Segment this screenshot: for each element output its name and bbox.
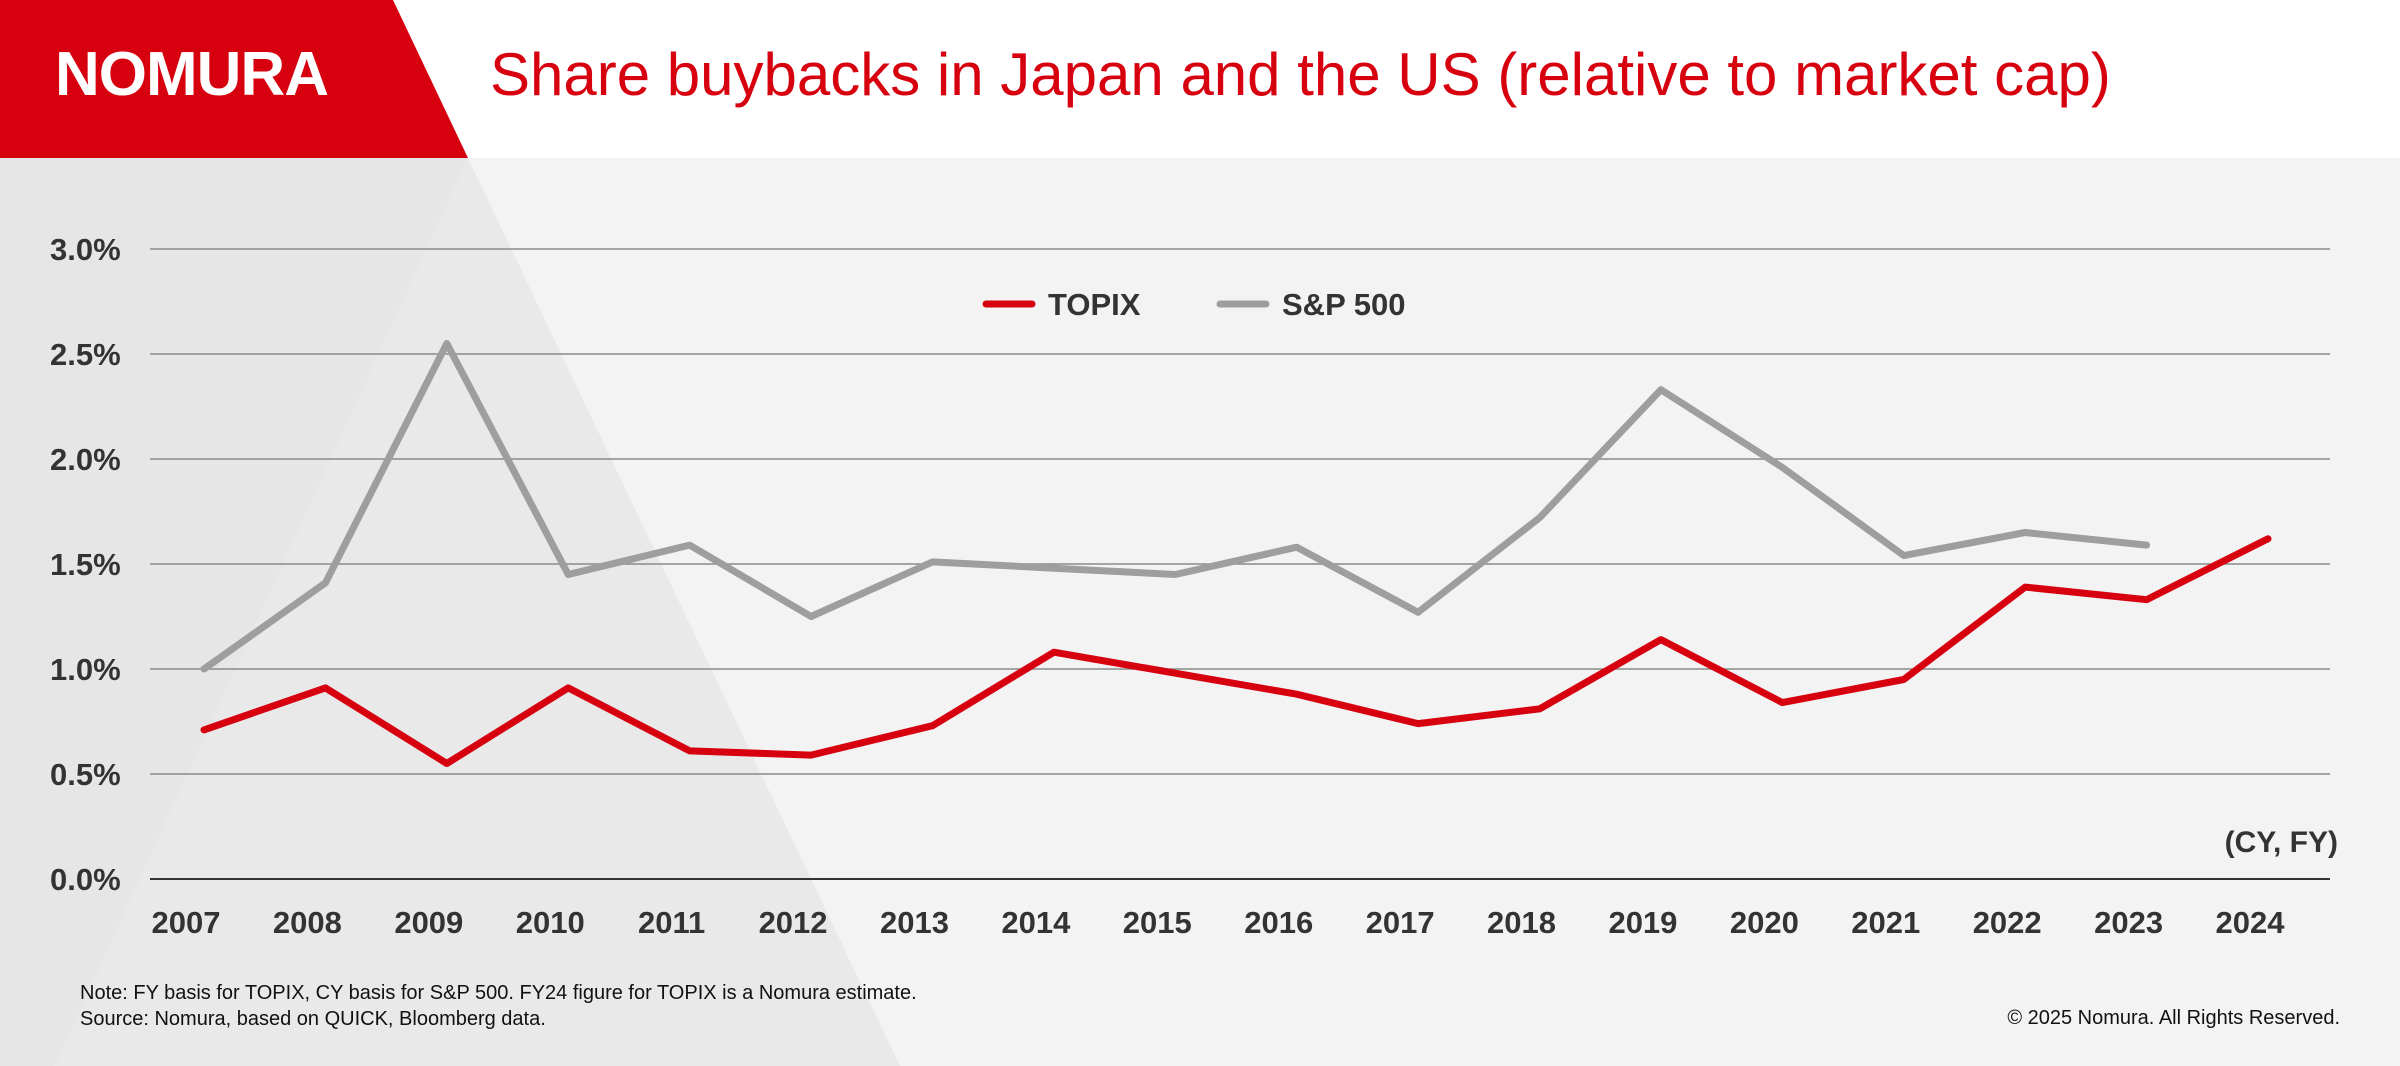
legend: TOPIX S&P 500 — [982, 287, 1406, 322]
nomura-logo: NOMURA — [55, 40, 329, 109]
legend-label: TOPIX — [1048, 287, 1141, 322]
line-chart: 0.0%0.5%1.0%1.5%2.0%2.5%3.0% 2007 2008 200… — [50, 232, 2338, 940]
x-axis-ticks: 2007 2008 2009 2010 2011 2012 2013 2014 2015 2016… — [152, 905, 2286, 940]
x-tick-label: 2019 — [1608, 905, 1677, 940]
copyright-notice: © 2025 Nomura. All Rights Reserved. — [2007, 1007, 2340, 1029]
x-axis-label: (CY, FY) — [2225, 826, 2338, 859]
x-tick-label: 2009 — [394, 905, 463, 940]
footer-note: Note: FY basis for TOPIX, CY basis for S… — [80, 980, 917, 1032]
legend-label: S&P 500 — [1282, 287, 1406, 322]
chart-title: Share buybacks in Japan and the US (rela… — [490, 41, 2111, 108]
x-tick-label: 2017 — [1366, 905, 1435, 940]
x-tick-label: 2014 — [1001, 905, 1071, 940]
series-lines — [200, 340, 2272, 767]
x-tick-label: 2012 — [759, 905, 828, 940]
footer-source-line: Source: Nomura, based on QUICK, Bloomber… — [80, 1008, 546, 1030]
x-tick-label: 2013 — [880, 905, 949, 940]
y-tick-label: 0.0% — [50, 862, 121, 897]
x-tick-label: 2024 — [2216, 905, 2286, 940]
x-tick-label: 2007 — [152, 905, 221, 940]
x-tick-label: 2008 — [273, 905, 342, 940]
series-line-topix — [200, 535, 2272, 767]
y-tick-label: 3.0% — [50, 232, 121, 267]
logo-banner — [0, 0, 468, 158]
x-tick-label: 2023 — [2094, 905, 2163, 940]
y-tick-label: 2.0% — [50, 442, 121, 477]
x-tick-label: 2010 — [516, 905, 585, 940]
grid-lines — [150, 248, 2330, 880]
y-tick-label: 2.5% — [50, 337, 121, 372]
series-line-s-p-500 — [200, 340, 2151, 673]
x-tick-label: 2020 — [1730, 905, 1799, 940]
x-tick-label: 2021 — [1851, 905, 1920, 940]
y-axis-ticks: 0.0% 0.5% 1.0% 1.5% 2.0% 2.5% 3.0% — [50, 232, 121, 897]
x-tick-label: 2016 — [1244, 905, 1313, 940]
header: NOMURA Share buybacks in Japan and the U… — [0, 0, 2400, 158]
x-tick-label: 2022 — [1973, 905, 2042, 940]
footer-note-line: Note: FY basis for TOPIX, CY basis for S… — [80, 982, 917, 1004]
y-tick-label: 0.5% — [50, 757, 121, 792]
y-tick-label: 1.5% — [50, 547, 121, 582]
x-tick-label: 2018 — [1487, 905, 1556, 940]
x-tick-label: 2015 — [1123, 905, 1192, 940]
x-tick-label: 2011 — [638, 905, 705, 940]
y-tick-label: 1.0% — [50, 652, 121, 687]
